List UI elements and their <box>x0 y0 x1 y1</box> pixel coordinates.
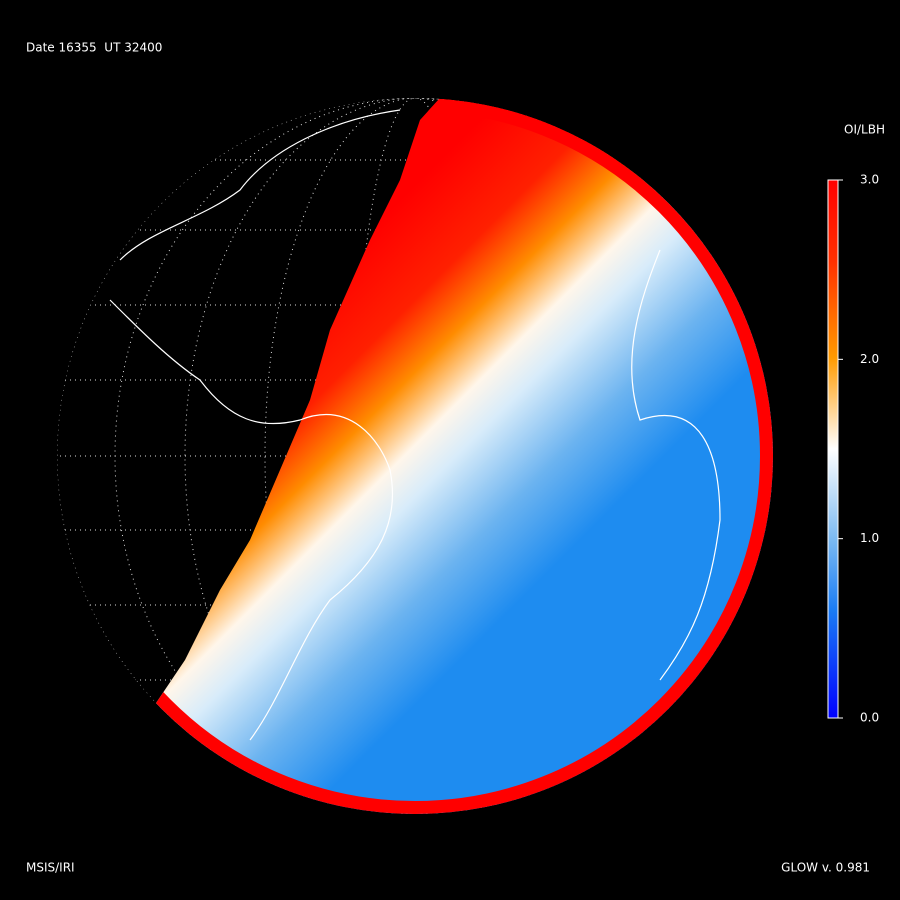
colorbar-tick-label: 2.0 <box>860 352 879 366</box>
footer-right: GLOW v. 0.981 <box>781 861 870 875</box>
colorbar-title: OI/LBH <box>844 123 885 137</box>
header-title: Date 16355 UT 32400 <box>26 41 162 55</box>
coastlines <box>109 109 721 741</box>
colorbar-tick-label: 0.0 <box>860 711 879 725</box>
colorbar-tick-label: 1.0 <box>860 531 879 545</box>
footer-left: MSIS/IRI <box>26 861 75 875</box>
colorbar <box>827 179 839 719</box>
colorbar-tick-label: 3.0 <box>860 173 879 187</box>
